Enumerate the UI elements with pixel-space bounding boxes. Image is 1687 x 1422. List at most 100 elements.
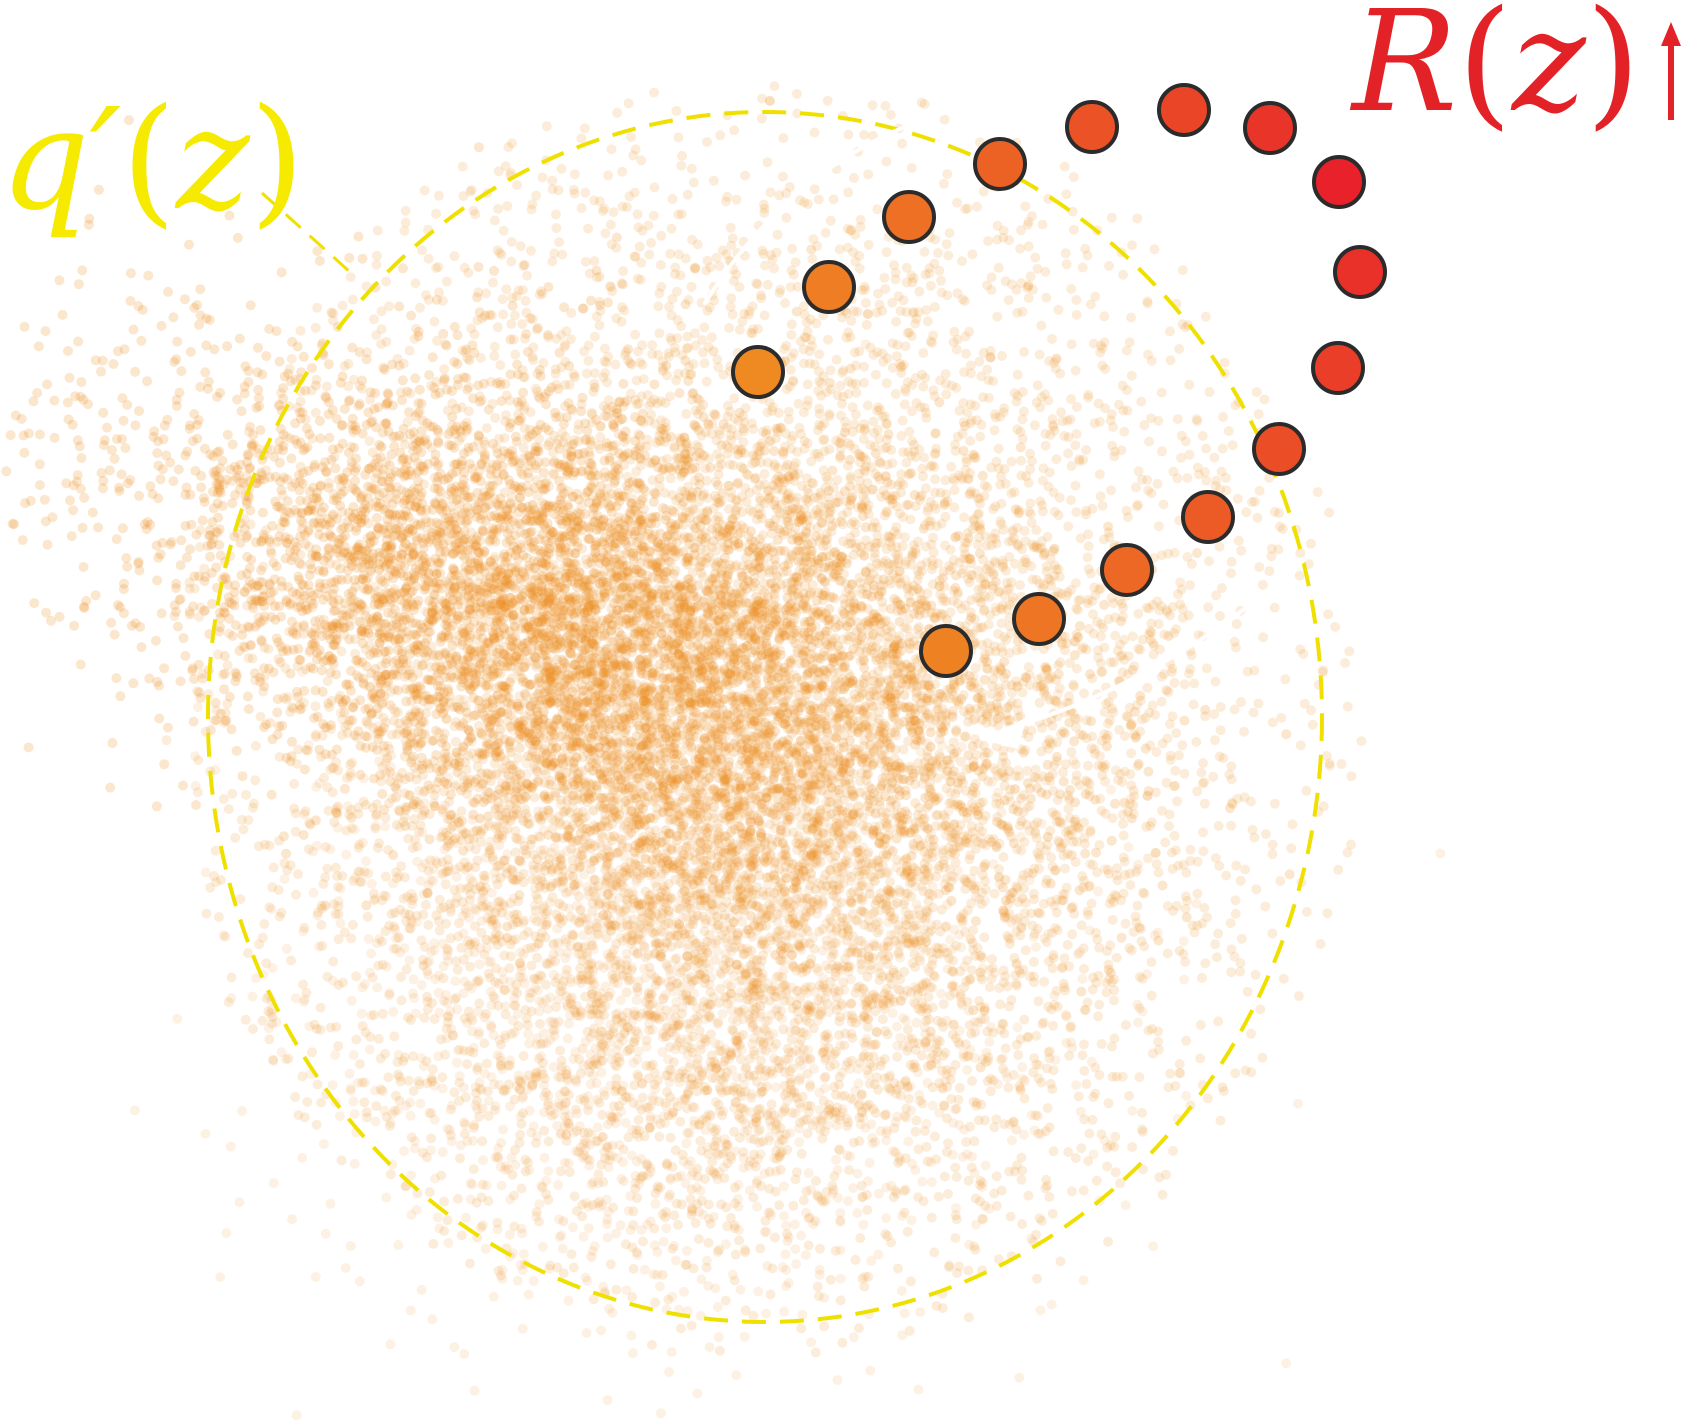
sample-point [635, 357, 646, 368]
sample-point [993, 443, 1004, 454]
sample-point [1081, 445, 1092, 455]
sample-point [495, 360, 506, 371]
sample-point [1126, 370, 1137, 381]
sample-point [628, 1263, 639, 1274]
sample-point [848, 173, 859, 183]
sample-point [797, 858, 808, 868]
sample-point [989, 888, 1000, 899]
sample-point [1025, 509, 1036, 519]
sample-point [396, 485, 407, 495]
sample-point [617, 166, 628, 177]
sample-point [243, 653, 254, 664]
sample-point [681, 489, 692, 500]
sample-point [938, 178, 949, 189]
sample-point [837, 1337, 848, 1348]
sample-point [501, 284, 512, 295]
sample-point [1168, 1145, 1178, 1156]
sample-point [1257, 579, 1268, 590]
sample-point [1146, 957, 1157, 968]
sample-point [1242, 986, 1253, 997]
sample-point [1219, 357, 1230, 368]
sample-point [760, 260, 771, 271]
sample-point [830, 1089, 841, 1100]
sample-point [750, 717, 761, 728]
sample-point [860, 825, 871, 836]
sample-point [1294, 570, 1305, 581]
sample-point [1028, 971, 1039, 982]
sample-point [578, 752, 589, 763]
sample-point [875, 1060, 886, 1071]
sample-point [1258, 632, 1269, 643]
sample-point [1122, 512, 1133, 523]
sample-point [715, 130, 726, 141]
sample-point [1127, 1142, 1138, 1152]
sample-point [762, 279, 773, 290]
sample-point [881, 378, 892, 389]
sample-point [589, 256, 600, 266]
sample-point [809, 184, 820, 195]
sample-point [822, 95, 833, 106]
sample-point [892, 1051, 903, 1062]
sample-point [807, 683, 817, 694]
sample-point [1023, 241, 1034, 252]
sample-point [702, 137, 712, 147]
sample-point [1169, 677, 1180, 688]
sample-point [562, 751, 573, 762]
sample-point [671, 1198, 682, 1209]
sample-point [1068, 172, 1079, 182]
sample-point [562, 513, 573, 524]
sample-point [493, 203, 504, 214]
sample-point [831, 937, 842, 948]
sample-point [975, 431, 986, 442]
sample-point [1211, 475, 1222, 486]
sample-point [654, 1131, 665, 1142]
sample-point [706, 332, 717, 343]
sample-point [459, 262, 470, 273]
sample-point [825, 365, 836, 376]
sample-point [556, 163, 567, 174]
sample-point [1071, 429, 1082, 439]
sample-point [610, 567, 621, 577]
sample-point [1143, 1025, 1154, 1036]
sample-point [801, 493, 812, 504]
sample-point [391, 783, 402, 794]
sample-point [588, 386, 599, 397]
sample-point [821, 528, 832, 539]
sample-point [944, 1262, 955, 1273]
sample-point [1323, 609, 1334, 620]
sample-point [637, 1236, 648, 1247]
sample-point [991, 1114, 1002, 1125]
sample-point [959, 296, 970, 307]
sample-point [856, 451, 867, 462]
sample-point [933, 248, 944, 258]
sample-point [1157, 1189, 1168, 1200]
sample-point [756, 293, 767, 304]
sample-point [936, 711, 947, 722]
sample-point [620, 1239, 631, 1250]
sample-point [1020, 201, 1031, 212]
sample-point [1032, 1273, 1042, 1284]
sample-point [736, 1087, 747, 1098]
sample-point [1172, 414, 1183, 425]
sample-point [629, 811, 640, 822]
sample-point [769, 650, 780, 661]
sample-point [686, 163, 697, 174]
sample-point [877, 1014, 888, 1025]
sample-point [898, 744, 909, 755]
sample-point [1147, 1048, 1158, 1059]
sample-point [1015, 1083, 1026, 1094]
sample-point [861, 298, 871, 308]
sample-point [873, 666, 883, 677]
sample-point [858, 434, 869, 444]
sample-point [520, 295, 531, 306]
sample-point [1087, 984, 1098, 995]
sample-point [1213, 1016, 1224, 1027]
sample-point [400, 205, 411, 216]
sample-point [452, 892, 462, 903]
sample-point [1224, 769, 1235, 780]
sample-point [1106, 485, 1116, 496]
sample-point [788, 348, 799, 359]
sample-point [238, 824, 249, 835]
sample-point [1196, 767, 1207, 778]
sample-point [1146, 355, 1157, 366]
